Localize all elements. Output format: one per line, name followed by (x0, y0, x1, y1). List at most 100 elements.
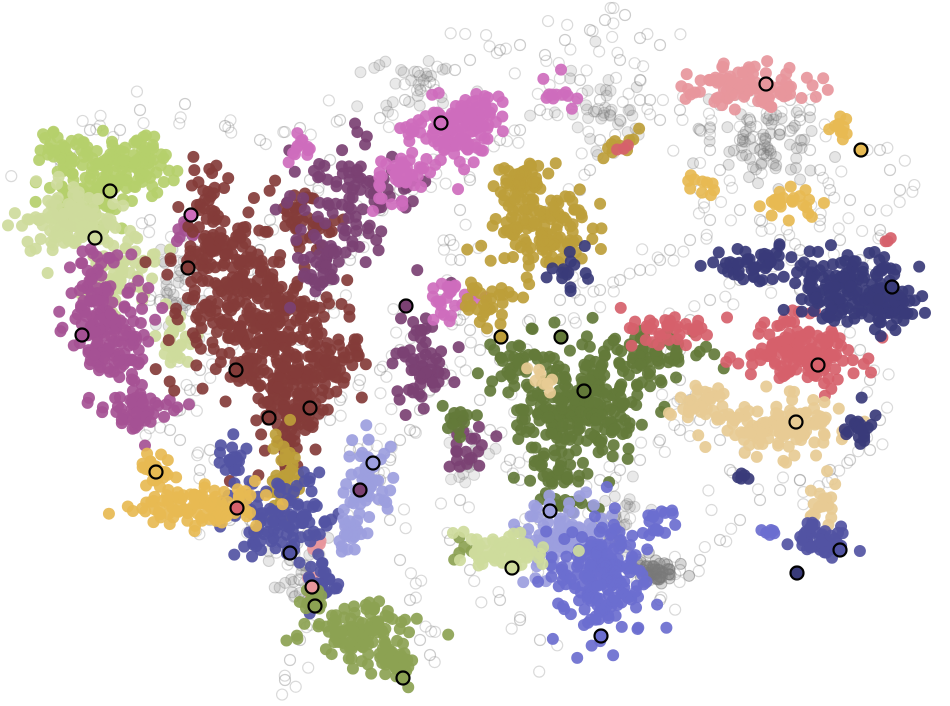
noise-point (428, 625, 442, 638)
noise-point (453, 253, 467, 267)
noise-point (798, 133, 811, 146)
noise-point (225, 126, 238, 139)
cluster-point-dark-brown (269, 174, 282, 187)
noise-point (677, 245, 690, 258)
cluster-point-gold (536, 243, 549, 256)
cluster-point-slate-blue (223, 454, 236, 467)
cluster-point-pale-green (56, 213, 69, 226)
noise-point (703, 293, 717, 307)
noise-point (733, 133, 747, 147)
noise-point (739, 125, 752, 138)
noise-point (593, 93, 607, 107)
cluster-point-plum (417, 402, 430, 415)
noise-point (793, 474, 806, 487)
noise-point (751, 483, 765, 496)
cluster-point-olive (557, 395, 570, 408)
cluster-point-magenta (385, 198, 398, 211)
cluster-point-yellow-ochre (782, 214, 795, 227)
cluster-point-dark-brown (292, 358, 305, 371)
noise-point (443, 233, 457, 247)
cluster-point-plum (281, 196, 294, 209)
noise-point (263, 213, 277, 227)
cluster-point-olive (630, 399, 643, 412)
noise-point (190, 404, 203, 417)
cluster-point-dark-brown (220, 277, 233, 290)
noise-point (419, 620, 432, 633)
cluster-point-olive (578, 358, 591, 371)
cluster-point-orchid (126, 384, 139, 397)
cluster-point-tan (711, 413, 724, 426)
noise-point (735, 141, 748, 154)
cluster-point-pale-green (167, 324, 180, 337)
cluster-point-dark-brown (248, 365, 261, 378)
cluster-point-lime (171, 164, 184, 177)
cluster-point-navy (885, 319, 898, 332)
noise-point (750, 163, 763, 176)
cluster-point-salmon (809, 90, 822, 103)
noise-point (83, 123, 97, 137)
cluster-point-rose (758, 316, 771, 329)
noise-point (183, 383, 197, 397)
cluster-point-navy (856, 274, 869, 287)
cluster-point-slate-blue (302, 529, 315, 542)
noise-point (565, 64, 578, 77)
cluster-point-pale-green (41, 267, 54, 280)
noise-point (620, 518, 633, 531)
noise-point (703, 122, 716, 135)
noise-point (604, 1, 617, 15)
cluster-point-olive (453, 431, 466, 444)
cluster-point-dark-brown (190, 198, 203, 211)
noise-point (609, 71, 623, 84)
cluster-point-rose (825, 382, 838, 395)
cluster-point-dark-brown (190, 359, 203, 372)
cluster-point-dark-brown (186, 327, 199, 340)
noise-point (775, 105, 788, 118)
cluster-point-tan (782, 440, 795, 453)
cluster-point-pale-green (45, 213, 58, 226)
cluster-point-olive (552, 463, 565, 476)
cluster-point-yellow-ochre (188, 525, 201, 538)
cluster-point-plum (322, 199, 335, 212)
cluster-point-olive (555, 420, 568, 433)
cluster-point-magenta (565, 102, 578, 115)
cluster-point-gold (487, 180, 500, 193)
cluster-point-yellow-ochre (276, 498, 289, 511)
noise-point (598, 13, 612, 27)
cluster-point-dark-brown (149, 363, 162, 376)
noise-point (445, 473, 458, 486)
cluster-point-tan (807, 497, 820, 510)
noise-point (353, 373, 367, 387)
cluster-point-dark-brown (161, 268, 174, 281)
cluster-point-orchid (136, 396, 149, 409)
cluster-point-periwinkle (587, 499, 600, 512)
cluster-point-dark-brown (250, 414, 263, 427)
cluster-point-dark-brown (196, 382, 209, 395)
noise-point (453, 493, 467, 507)
cluster-point-salmon (746, 67, 759, 80)
cluster-point-yellow-ochre (248, 474, 261, 487)
noise-point (626, 470, 639, 483)
noise-point (723, 174, 736, 187)
cluster-point-plum (394, 312, 407, 325)
noise-point (387, 302, 400, 316)
cluster-point-orchid (102, 285, 115, 298)
cluster-point-pale-green (72, 186, 85, 199)
cluster-point-tan (533, 363, 546, 376)
noise-point (330, 115, 343, 128)
noise-point (613, 53, 627, 67)
cluster-point-gold (502, 286, 515, 299)
cluster-point-dark-brown (254, 379, 267, 392)
noise-point (758, 139, 771, 152)
cluster-point-cornflower (573, 594, 586, 607)
cluster-point-yellow-ochre (171, 486, 184, 499)
noise-point (533, 633, 547, 647)
noise-point (893, 183, 907, 197)
cluster-point-plum (465, 432, 478, 445)
cluster-point-magenta (555, 63, 568, 76)
noise-point (569, 316, 582, 329)
noise-point (386, 108, 399, 121)
cluster-point-plum (339, 246, 352, 259)
noise-point (882, 368, 895, 381)
cluster-point-tan (738, 446, 751, 459)
